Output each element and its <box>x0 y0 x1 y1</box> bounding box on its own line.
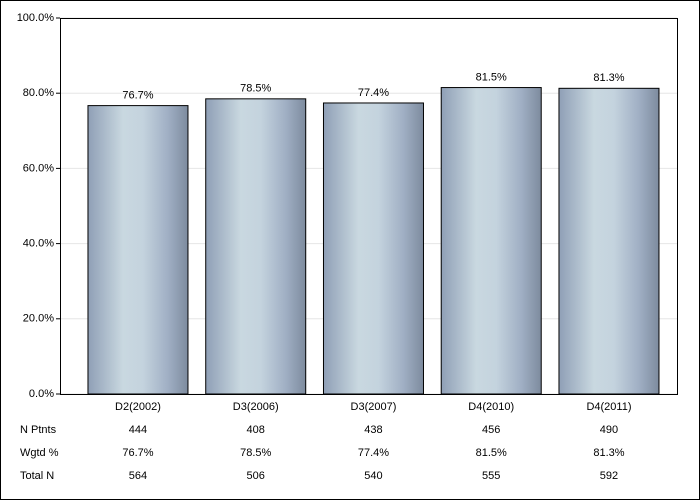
y-tick-label: 40.0% <box>23 238 54 250</box>
value-label: 76.7% <box>122 90 153 102</box>
table-cell: 438 <box>364 424 382 436</box>
table-cell: 81.5% <box>476 447 507 459</box>
x-tick-label: D4(2011) <box>586 401 631 413</box>
table-cell: 564 <box>129 470 147 482</box>
bar <box>558 87 660 395</box>
table-cell: 592 <box>600 470 618 482</box>
y-tick-label: 100.0% <box>17 12 55 24</box>
table-cell: 77.4% <box>358 447 389 459</box>
table-cell: 76.7% <box>122 447 153 459</box>
table-cell: 506 <box>247 470 265 482</box>
value-label: 81.3% <box>593 72 624 84</box>
table-row-label: N Ptnts <box>20 424 57 436</box>
bar <box>322 102 424 395</box>
table-row-label: Total N <box>20 470 54 482</box>
bar <box>205 98 307 395</box>
table-row-label: Wgtd % <box>20 447 59 459</box>
table-cell: 81.3% <box>593 447 624 459</box>
x-tick-label: D4(2010) <box>468 401 514 413</box>
table-cell: 540 <box>364 470 382 482</box>
value-label: 81.5% <box>476 71 507 83</box>
y-tick-label: 60.0% <box>23 162 54 174</box>
x-tick-label: D3(2007) <box>351 401 397 413</box>
y-tick-label: 80.0% <box>23 87 54 99</box>
bar <box>87 105 189 395</box>
bar <box>440 87 542 395</box>
table-cell: 490 <box>600 424 618 436</box>
value-label: 77.4% <box>358 87 389 99</box>
x-tick-label: D3(2006) <box>233 401 279 413</box>
plot-frame <box>60 18 678 395</box>
table-cell: 78.5% <box>240 447 271 459</box>
table-cell: 456 <box>482 424 500 436</box>
x-tick-label: D2(2002) <box>115 401 161 413</box>
y-tick-label: 0.0% <box>29 388 54 400</box>
table-cell: 444 <box>129 424 147 436</box>
y-tick-label: 20.0% <box>23 313 54 325</box>
table-cell: 555 <box>482 470 500 482</box>
value-label: 78.5% <box>240 83 271 95</box>
table-cell: 408 <box>247 424 265 436</box>
